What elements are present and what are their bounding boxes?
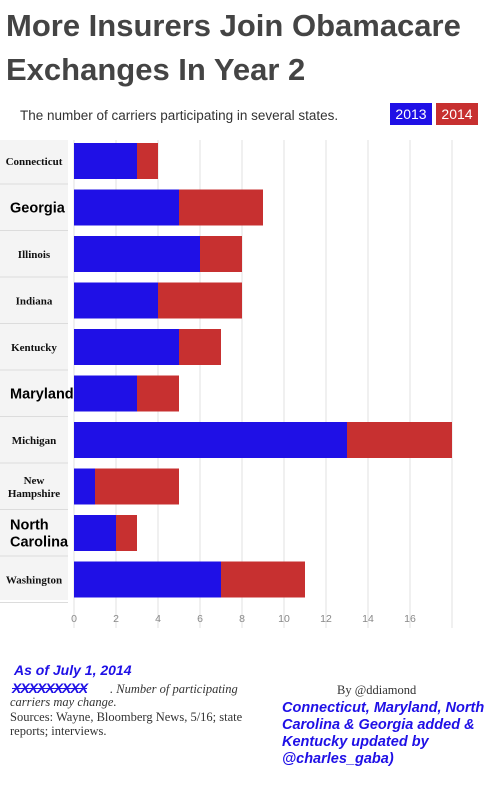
category-label: Carolina — [10, 535, 69, 551]
category-label: Georgia — [10, 201, 66, 217]
bar-2014 — [137, 375, 179, 412]
chart-subtitle: The number of carriers participating in … — [20, 108, 339, 123]
legend-2014: 2014 — [436, 103, 478, 125]
category-label: North — [10, 518, 49, 534]
bar-2013 — [74, 515, 116, 551]
category-label: Illinois — [18, 249, 51, 261]
legend-2013: 2013 — [390, 103, 432, 125]
category-label: Connecticut — [6, 156, 63, 168]
bar-2013 — [74, 189, 179, 226]
x-tick-label: 14 — [362, 613, 374, 625]
bar-2013 — [74, 329, 179, 365]
bar-2014 — [200, 236, 242, 272]
x-tick-label: 0 — [71, 613, 77, 625]
bar-2013 — [74, 282, 158, 319]
as-of-date: As of July 1, 2014 — [14, 662, 132, 678]
x-tick-label: 10 — [278, 613, 290, 625]
category-label: Indiana — [16, 295, 53, 307]
x-tick-label: 4 — [155, 613, 161, 625]
bar-2013 — [74, 468, 95, 505]
category-label: Kentucky — [11, 342, 57, 354]
struck-text: XXXXXXXXX — [12, 680, 88, 696]
bar-2013 — [74, 375, 137, 412]
bar-2013 — [74, 422, 347, 458]
category-label: New — [24, 475, 45, 487]
x-tick-label: 8 — [239, 613, 245, 625]
bar-2013 — [74, 561, 221, 598]
bar-2014 — [347, 422, 452, 458]
category-label: Hampshire — [8, 488, 60, 500]
bar-2014 — [221, 561, 305, 598]
carrier-note: . Number of participating carriers may c… — [10, 683, 260, 709]
category-label: Washington — [6, 574, 62, 586]
bar-2014 — [158, 282, 242, 319]
bar-2014 — [179, 329, 221, 365]
bar-2014 — [95, 468, 179, 505]
byline: By @ddiamond — [337, 683, 417, 697]
x-tick-label: 12 — [320, 613, 332, 625]
bar-2013 — [74, 143, 137, 179]
update-note: Connecticut, Maryland, North Carolina & … — [282, 700, 485, 767]
bar-2014 — [179, 189, 263, 226]
x-tick-label: 16 — [404, 613, 416, 625]
x-tick-label: 2 — [113, 613, 119, 625]
sources-note: Sources: Wayne, Bloomberg News, 5/16; st… — [10, 710, 243, 738]
category-label: Michigan — [12, 435, 57, 447]
chart-title: More Insurers Join Obamacare Exchanges I… — [6, 8, 461, 87]
bar-2014 — [116, 515, 137, 551]
bar-2014 — [137, 143, 158, 179]
x-tick-label: 6 — [197, 613, 203, 625]
bar-chart: 0 2 4 6 8 10 12 14 16 Connecticut Georgia Illinois I… — [0, 140, 453, 628]
category-label: Maryland — [10, 387, 74, 403]
bar-2013 — [74, 236, 200, 272]
carrier-note-text: . Number of participating carriers may c… — [10, 682, 238, 709]
